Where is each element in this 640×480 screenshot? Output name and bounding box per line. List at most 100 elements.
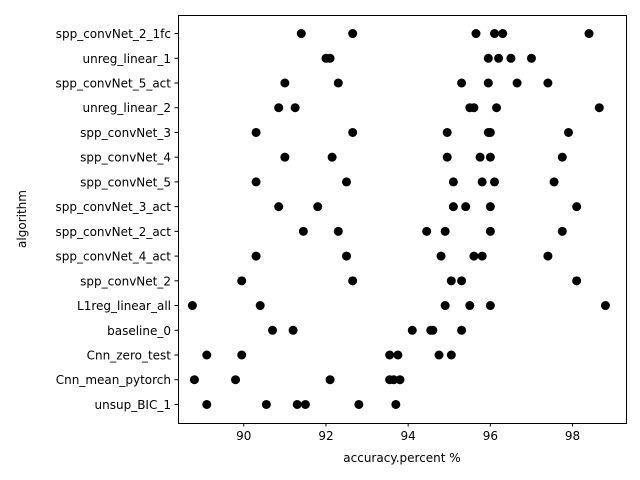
data-point bbox=[442, 152, 452, 162]
data-points bbox=[187, 29, 610, 409]
data-point bbox=[333, 226, 343, 236]
data-point bbox=[549, 177, 559, 187]
data-point bbox=[342, 177, 352, 187]
y-axis: spp_convNet_2_1fc unreg_linear_1 spp_convN… bbox=[56, 27, 178, 412]
data-point bbox=[428, 325, 438, 335]
data-point bbox=[469, 251, 479, 261]
data-point bbox=[202, 350, 212, 360]
data-point bbox=[461, 202, 471, 212]
x-tick-label: 90 bbox=[236, 429, 251, 443]
data-point bbox=[563, 127, 573, 137]
data-point bbox=[448, 177, 458, 187]
data-point bbox=[348, 276, 358, 286]
y-tick-label: unreg_linear_1 bbox=[83, 52, 171, 66]
data-point bbox=[202, 399, 212, 409]
data-point bbox=[498, 29, 508, 39]
data-point bbox=[290, 103, 300, 113]
data-point bbox=[557, 152, 567, 162]
data-point bbox=[237, 350, 247, 360]
data-point bbox=[543, 78, 553, 88]
y-tick-label: baseline_0 bbox=[107, 324, 171, 338]
data-point bbox=[457, 78, 467, 88]
data-point bbox=[526, 53, 536, 63]
data-point bbox=[489, 29, 499, 39]
data-point bbox=[572, 276, 582, 286]
data-point bbox=[434, 350, 444, 360]
data-point bbox=[327, 152, 337, 162]
y-tick-label: spp_convNet_5 bbox=[80, 175, 171, 189]
data-point bbox=[296, 29, 306, 39]
y-tick-label: spp_convNet_3_act bbox=[56, 200, 172, 214]
data-point bbox=[407, 325, 417, 335]
data-point bbox=[237, 276, 247, 286]
data-point bbox=[231, 375, 241, 385]
y-tick-label: spp_convNet_2_act bbox=[56, 225, 172, 239]
data-point bbox=[389, 375, 399, 385]
y-tick-label: Cnn_mean_pytorch bbox=[56, 373, 171, 387]
data-point bbox=[325, 375, 335, 385]
y-tick-label: Cnn_zero_test bbox=[87, 349, 172, 363]
data-point bbox=[313, 202, 323, 212]
y-tick-label: unreg_linear_2 bbox=[83, 101, 171, 115]
y-tick-label: spp_convNet_2_1fc bbox=[56, 27, 171, 41]
data-point bbox=[440, 226, 450, 236]
data-point bbox=[506, 53, 516, 63]
data-point bbox=[543, 251, 553, 261]
data-point bbox=[274, 202, 284, 212]
data-point bbox=[594, 103, 604, 113]
data-point bbox=[348, 127, 358, 137]
data-point bbox=[494, 53, 504, 63]
data-point bbox=[292, 399, 302, 409]
data-point bbox=[471, 29, 481, 39]
data-point bbox=[268, 325, 278, 335]
data-point bbox=[298, 226, 308, 236]
data-point bbox=[485, 226, 495, 236]
data-point bbox=[485, 152, 495, 162]
data-point bbox=[457, 325, 467, 335]
data-point bbox=[485, 127, 495, 137]
data-point bbox=[251, 251, 261, 261]
data-point bbox=[348, 29, 358, 39]
data-point bbox=[333, 78, 343, 88]
data-point bbox=[584, 29, 594, 39]
x-tick-label: 94 bbox=[401, 429, 416, 443]
data-point bbox=[189, 375, 199, 385]
data-point bbox=[274, 103, 284, 113]
data-point bbox=[469, 103, 479, 113]
data-point bbox=[391, 399, 401, 409]
data-point bbox=[492, 103, 502, 113]
data-point bbox=[448, 202, 458, 212]
data-point bbox=[288, 325, 298, 335]
data-point bbox=[393, 350, 403, 360]
data-point bbox=[457, 276, 467, 286]
data-point bbox=[489, 177, 499, 187]
y-tick-label: L1reg_linear_all bbox=[77, 299, 171, 313]
data-point bbox=[446, 350, 456, 360]
data-point bbox=[557, 226, 567, 236]
x-tick-label: 96 bbox=[483, 429, 498, 443]
data-point bbox=[255, 301, 265, 311]
data-point bbox=[251, 177, 261, 187]
plot-frame bbox=[178, 15, 627, 424]
x-tick-label: 98 bbox=[565, 429, 580, 443]
data-point bbox=[477, 177, 487, 187]
y-tick-label: spp_convNet_5_act bbox=[56, 77, 172, 91]
data-point bbox=[280, 152, 290, 162]
data-point bbox=[436, 251, 446, 261]
y-tick-label: spp_convNet_4 bbox=[80, 151, 171, 165]
data-point bbox=[187, 301, 197, 311]
data-point bbox=[300, 399, 310, 409]
y-axis-title: algorithm bbox=[15, 190, 29, 248]
data-point bbox=[280, 78, 290, 88]
data-point bbox=[354, 399, 364, 409]
data-point bbox=[483, 78, 493, 88]
data-point bbox=[251, 127, 261, 137]
y-tick-label: spp_convNet_4_act bbox=[56, 250, 172, 264]
data-point bbox=[572, 202, 582, 212]
x-axis: 90 92 94 96 98 bbox=[236, 423, 580, 443]
data-point bbox=[477, 251, 487, 261]
data-point bbox=[395, 375, 405, 385]
data-point bbox=[325, 53, 335, 63]
y-tick-label: spp_convNet_2 bbox=[80, 274, 171, 288]
data-point bbox=[512, 78, 522, 88]
